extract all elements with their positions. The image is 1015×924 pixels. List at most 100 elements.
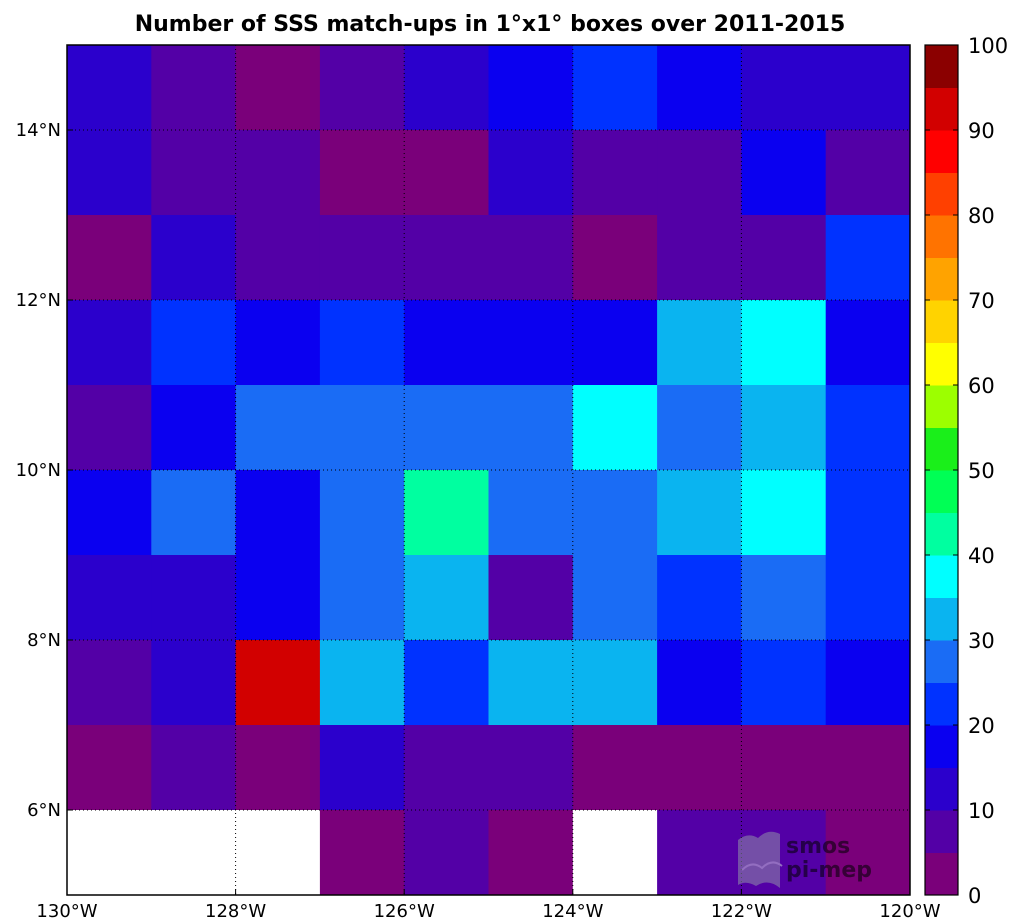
colorbar-segment [925, 555, 958, 598]
heatmap-cells [67, 45, 911, 896]
heatmap-cell [67, 555, 152, 641]
y-tick-label: 6°N [27, 800, 61, 821]
heatmap-cell [151, 130, 237, 216]
heatmap-cell [572, 640, 658, 726]
heatmap-cell [741, 130, 827, 216]
colorbar-segment [925, 215, 958, 258]
heatmap-cell [319, 725, 405, 811]
heatmap-cell [235, 470, 321, 556]
colorbar-tick-label: 10 [968, 799, 995, 823]
colorbar-segment [925, 682, 958, 726]
heatmap-cell [572, 300, 658, 386]
heatmap-cell [404, 810, 489, 896]
heatmap-cell [741, 45, 827, 131]
colorbar-tick-label: 20 [968, 714, 995, 738]
colorbar-tick-label: 40 [968, 544, 995, 568]
heatmap-cell [319, 555, 405, 641]
heatmap-cell [319, 810, 405, 896]
colorbar-tick-label: 50 [968, 459, 995, 483]
colorbar-tick-label: 30 [968, 629, 995, 653]
colorbar-tick-label: 70 [968, 289, 995, 313]
heatmap-cell [235, 725, 321, 811]
heatmap-cell [825, 130, 911, 216]
heatmap-cell [572, 810, 658, 896]
colorbar-segment [925, 87, 958, 131]
colorbar-segment [925, 385, 958, 428]
heatmap-cell [488, 385, 574, 471]
heatmap-cell [67, 470, 152, 556]
heatmap-cell [404, 130, 489, 216]
colorbar-segment [925, 767, 958, 811]
heatmap-cell [572, 725, 658, 811]
y-tick-label: 14°N [16, 120, 61, 141]
logo-text-pi-mep: pi-mep [786, 858, 872, 883]
map-title: Number of SSS match-ups in 1°x1° boxes o… [134, 12, 846, 37]
heatmap-cell [657, 385, 742, 471]
heatmap-cell [488, 640, 574, 726]
heatmap-cell [825, 810, 911, 896]
heatmap-cell [319, 45, 405, 131]
y-axis-ticks: 6°N 8°N 10°N 12°N 14°N [16, 120, 73, 821]
heatmap-cell [235, 385, 321, 471]
heatmap-cell [825, 385, 911, 471]
y-tick-label: 8°N [27, 630, 61, 651]
x-tick-label: 124°W [542, 901, 603, 922]
heatmap-cell [319, 640, 405, 726]
heatmap-cell [319, 385, 405, 471]
heatmap-cell [825, 725, 911, 811]
heatmap-cell [488, 215, 574, 301]
heatmap-cell [67, 215, 152, 301]
colorbar-segment [925, 130, 958, 173]
heatmap-cell [825, 470, 911, 556]
heatmap-cell [235, 300, 321, 386]
x-tick-label: 130°W [36, 901, 97, 922]
heatmap-cell [235, 640, 321, 726]
colorbar-segment [925, 640, 958, 683]
colorbar-tick-label: 60 [968, 374, 995, 398]
heatmap-cell [151, 810, 237, 896]
heatmap-cell [657, 470, 742, 556]
heatmap-cell [825, 555, 911, 641]
colorbar-segment [925, 427, 958, 471]
heatmap-cell [825, 300, 911, 386]
colorbar-segment [925, 257, 958, 301]
logo-wave-icon [738, 831, 780, 888]
heatmap-cell [319, 300, 405, 386]
heatmap-cell [488, 810, 574, 896]
heatmap-cell [67, 45, 152, 131]
colorbar-segment [925, 300, 958, 343]
heatmap-cell [657, 130, 742, 216]
heatmap-cell [67, 300, 152, 386]
heatmap-cell [488, 725, 574, 811]
heatmap-cell [67, 810, 152, 896]
y-tick-label: 10°N [16, 460, 61, 481]
heatmap-cell [825, 640, 911, 726]
colorbar-segment [925, 45, 958, 88]
heatmap-cell [488, 470, 574, 556]
heatmap-cell [488, 130, 574, 216]
heatmap-cell [741, 300, 827, 386]
colorbar-segment [925, 512, 958, 556]
heatmap-cell [657, 810, 742, 896]
heatmap-cell [151, 725, 237, 811]
heatmap-cell [657, 215, 742, 301]
heatmap-cell [151, 640, 237, 726]
x-tick-label: 122°W [711, 901, 772, 922]
heatmap-cell [235, 45, 321, 131]
heatmap-cell [657, 300, 742, 386]
heatmap-cell [235, 215, 321, 301]
heatmap-cell [741, 215, 827, 301]
heatmap-cell [151, 470, 237, 556]
heatmap-cell [572, 385, 658, 471]
heatmap-cell [235, 810, 321, 896]
heatmap-cell [404, 640, 489, 726]
heatmap-cell [404, 385, 489, 471]
colorbar-segment [925, 852, 958, 896]
heatmap-cell [151, 555, 237, 641]
heatmap-cell [67, 725, 152, 811]
x-axis-ticks: 130°W 128°W 126°W 124°W 122°W 120°W [36, 889, 941, 922]
heatmap-cell [151, 385, 237, 471]
heatmap-cell [657, 555, 742, 641]
colorbar-tick-label: 80 [968, 204, 995, 228]
